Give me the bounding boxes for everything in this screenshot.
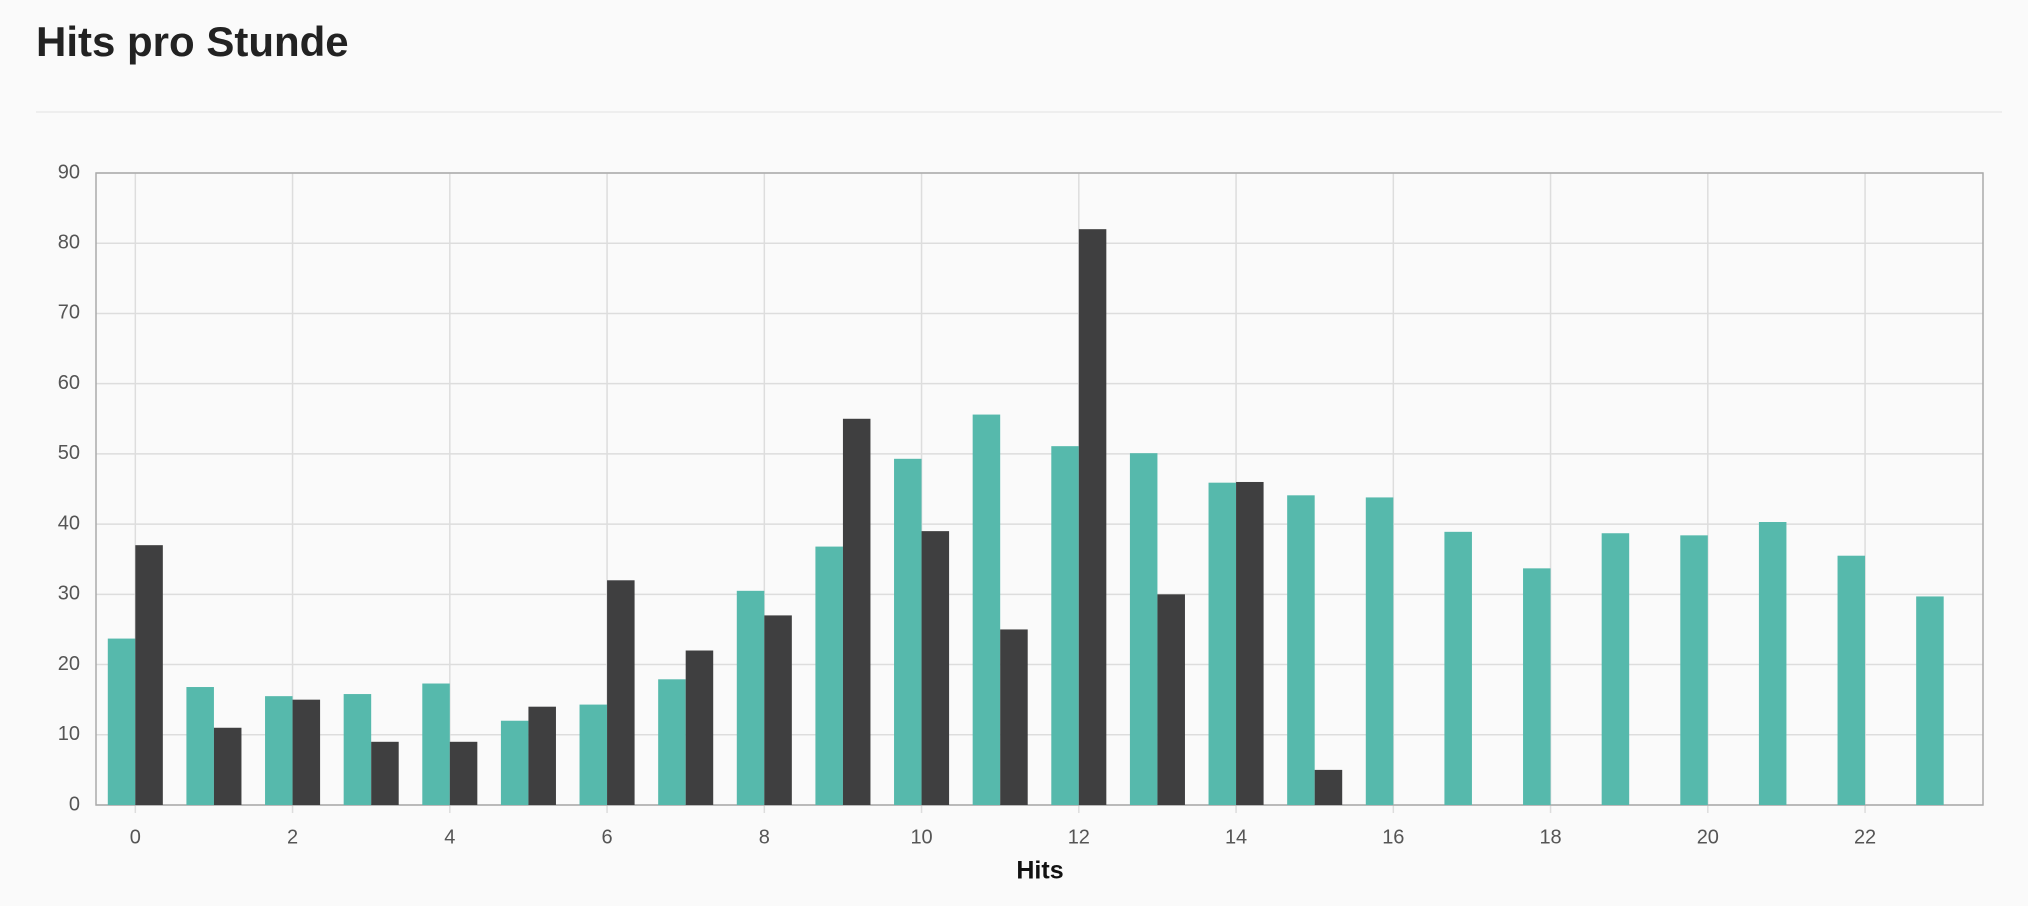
y-tick-label: 50 — [58, 442, 80, 464]
bar — [1129, 453, 1158, 805]
y-tick-label: 60 — [58, 372, 80, 394]
bar — [449, 741, 478, 805]
y-tick-label: 20 — [58, 653, 80, 675]
x-tick-label: 8 — [759, 826, 770, 848]
x-tick-label: 6 — [602, 826, 613, 848]
x-tick-label: 18 — [1539, 826, 1561, 848]
y-tick-label: 90 — [58, 161, 80, 183]
bar — [921, 531, 950, 805]
y-tick-label: 40 — [58, 512, 80, 534]
x-tick-label: 10 — [910, 826, 932, 848]
bar — [658, 679, 686, 805]
bar — [265, 696, 293, 805]
bar — [1000, 629, 1028, 805]
bar — [1365, 497, 1394, 805]
x-tick-label: 12 — [1068, 826, 1090, 848]
bar — [213, 727, 242, 805]
bar — [685, 650, 714, 805]
bar — [1601, 533, 1630, 805]
x-tick-label: 0 — [130, 826, 141, 848]
bar — [1287, 495, 1315, 805]
bar — [736, 590, 765, 805]
bar — [1523, 568, 1551, 805]
bar — [292, 699, 321, 805]
bar — [815, 546, 843, 805]
bar — [894, 458, 922, 805]
bar — [1078, 229, 1107, 805]
y-tick-label: 10 — [58, 723, 80, 745]
bar — [500, 720, 529, 805]
bar — [842, 418, 871, 805]
bar — [135, 545, 163, 805]
bar — [1680, 535, 1708, 805]
x-tick-label: 4 — [444, 826, 455, 848]
bar — [107, 638, 136, 805]
x-axis-label: Hits — [1016, 857, 1063, 885]
y-tick-label: 30 — [58, 583, 80, 605]
bar — [1208, 482, 1237, 805]
bar — [1444, 531, 1472, 805]
y-tick-label: 70 — [58, 302, 80, 324]
bar — [1236, 481, 1264, 805]
bar — [1916, 596, 1944, 805]
bar — [607, 580, 635, 805]
x-tick-label: 20 — [1697, 826, 1719, 848]
plot-border — [95, 172, 1984, 806]
y-tick-label: 0 — [69, 793, 80, 815]
bar — [1314, 769, 1343, 805]
bar — [972, 414, 1001, 805]
bar — [1051, 446, 1079, 805]
bar — [422, 683, 450, 805]
bar — [1758, 522, 1787, 805]
bar — [579, 704, 608, 805]
bar — [528, 706, 556, 805]
bar — [1157, 594, 1185, 805]
bar — [186, 687, 214, 805]
bar — [1837, 555, 1866, 805]
bar — [343, 694, 372, 805]
chart-title: Hits pro Stunde — [36, 18, 349, 65]
bar — [371, 741, 399, 805]
bar — [764, 615, 792, 805]
x-tick-label: 2 — [287, 826, 298, 848]
x-tick-label: 22 — [1854, 826, 1876, 848]
x-tick-label: 16 — [1382, 826, 1404, 848]
y-tick-label: 80 — [58, 232, 80, 254]
x-tick-label: 14 — [1225, 826, 1247, 848]
